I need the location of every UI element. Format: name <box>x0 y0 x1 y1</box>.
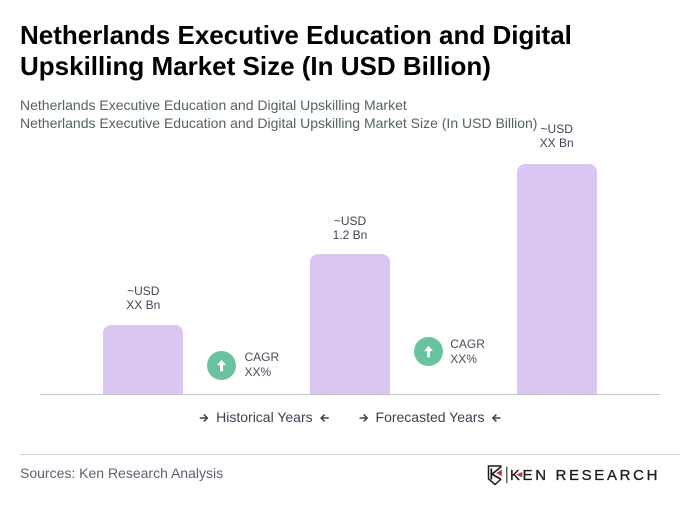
svg-text:KEN RESEARCH: KEN RESEARCH <box>509 467 657 484</box>
